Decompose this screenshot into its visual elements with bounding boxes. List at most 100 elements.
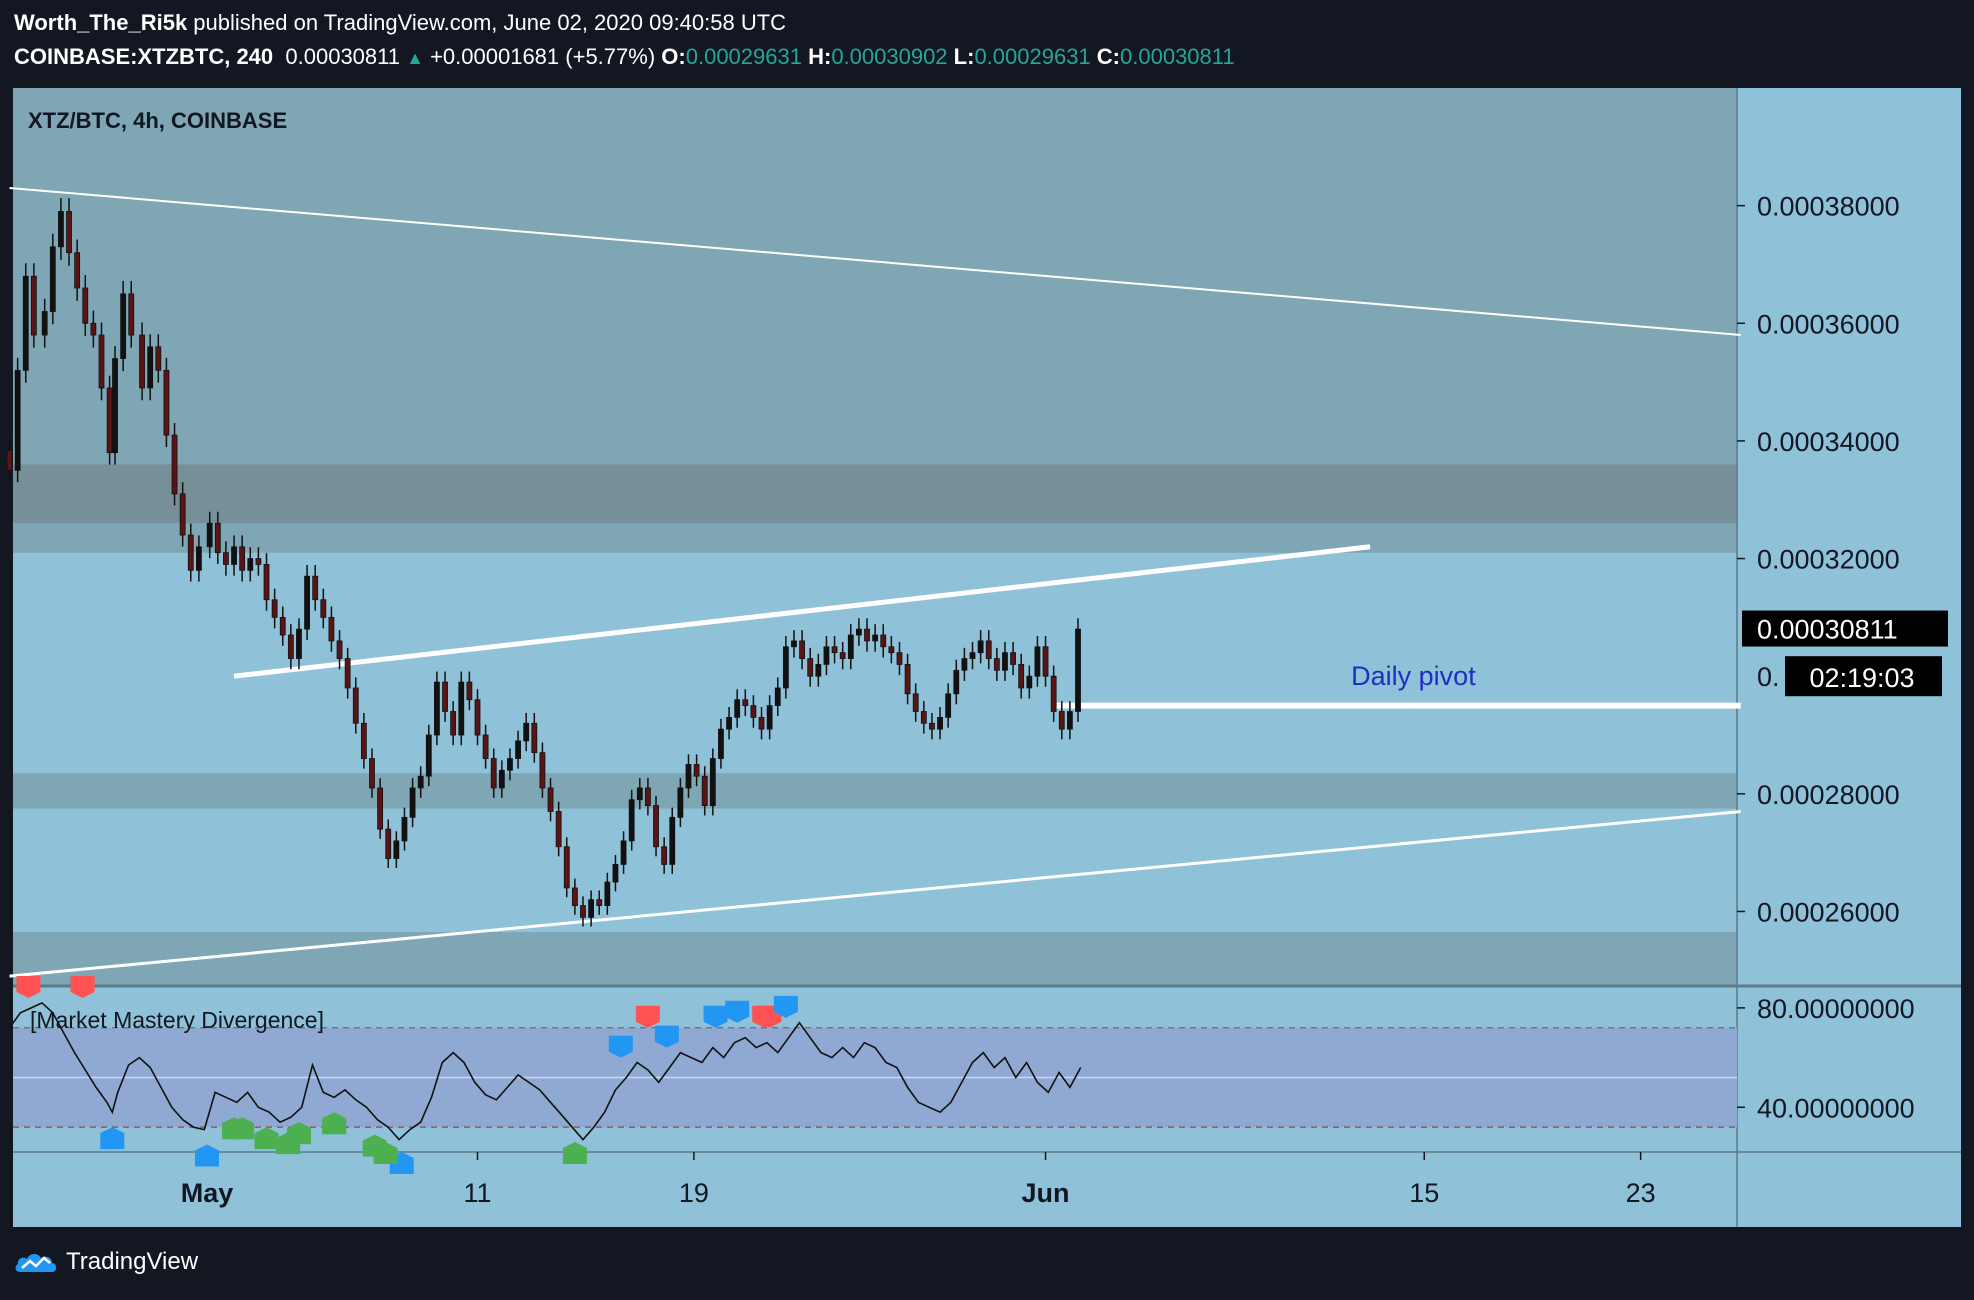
candle[interactable] (693, 754, 700, 787)
candle[interactable] (1002, 641, 1008, 681)
lower-channel-line[interactable] (9, 809, 1741, 978)
candle[interactable] (912, 683, 919, 722)
rising-wedge-top[interactable] (233, 544, 1371, 679)
candle[interactable] (163, 357, 170, 448)
candle[interactable] (953, 659, 960, 705)
candle[interactable] (709, 748, 716, 816)
candle[interactable] (482, 724, 489, 769)
tradingview-logo[interactable]: TradingView (14, 1248, 198, 1276)
candle[interactable] (547, 778, 554, 822)
candle[interactable] (571, 878, 578, 915)
candle[interactable] (206, 511, 213, 559)
candle[interactable] (498, 760, 505, 798)
candle[interactable] (417, 766, 424, 798)
candle[interactable] (450, 701, 457, 746)
candle[interactable] (14, 357, 21, 483)
candle[interactable] (1066, 701, 1073, 740)
candle[interactable] (336, 630, 343, 670)
candle[interactable] (490, 748, 497, 798)
indicator-line[interactable] (8, 1001, 1082, 1141)
candle[interactable] (187, 523, 194, 582)
candle[interactable] (74, 239, 81, 301)
candle[interactable] (6, 438, 13, 483)
candle[interactable] (90, 310, 97, 348)
candle[interactable] (856, 618, 862, 646)
candle[interactable] (66, 198, 72, 266)
candle[interactable] (750, 695, 757, 728)
candle[interactable] (563, 837, 570, 898)
candle[interactable] (147, 334, 154, 401)
candle[interactable] (774, 677, 781, 717)
candle[interactable] (112, 346, 118, 465)
candle[interactable] (106, 375, 113, 465)
candle[interactable] (588, 890, 595, 927)
candle[interactable] (645, 778, 651, 816)
candle[interactable] (937, 707, 943, 740)
candle[interactable] (312, 565, 319, 611)
candle[interactable] (896, 641, 903, 676)
candle[interactable] (888, 636, 895, 664)
candle[interactable] (969, 641, 976, 670)
candle[interactable] (49, 233, 56, 325)
candle[interactable] (993, 647, 1000, 681)
candle[interactable] (985, 630, 992, 670)
candle[interactable] (214, 511, 221, 565)
candle[interactable] (685, 754, 692, 798)
candle[interactable] (239, 535, 246, 582)
candle[interactable] (385, 819, 392, 869)
author-name[interactable]: Worth_The_Ri5k (14, 10, 188, 35)
candle[interactable] (442, 671, 448, 722)
candle[interactable] (98, 322, 105, 401)
candle[interactable] (815, 653, 822, 687)
candle[interactable] (360, 712, 367, 769)
candle[interactable] (22, 263, 29, 383)
candle[interactable] (661, 837, 668, 874)
candle[interactable] (742, 689, 749, 717)
candle[interactable] (839, 641, 846, 670)
candle[interactable] (945, 683, 952, 728)
candle[interactable] (139, 322, 145, 401)
candle[interactable] (41, 298, 48, 348)
candle[interactable] (1050, 665, 1057, 722)
candle[interactable] (458, 671, 465, 746)
candle[interactable] (628, 789, 635, 851)
candle[interactable] (393, 831, 400, 869)
candle[interactable] (171, 423, 178, 506)
candle[interactable] (677, 778, 684, 828)
candle[interactable] (734, 689, 741, 728)
candle[interactable] (726, 707, 732, 740)
upper-channel-line[interactable] (9, 186, 1741, 337)
candle[interactable] (872, 624, 879, 652)
candle[interactable] (531, 712, 538, 763)
candle[interactable] (271, 588, 278, 629)
candle[interactable] (30, 263, 37, 348)
candle[interactable] (1042, 636, 1049, 687)
candle[interactable] (120, 280, 127, 372)
candle[interactable] (758, 707, 765, 740)
candle[interactable] (320, 588, 327, 629)
candle[interactable] (474, 689, 481, 746)
candle[interactable] (1058, 701, 1065, 740)
candle[interactable] (304, 565, 310, 641)
candle[interactable] (377, 778, 384, 839)
candle[interactable] (287, 624, 294, 670)
candle[interactable] (929, 712, 935, 740)
candle[interactable] (466, 671, 473, 711)
candle[interactable] (1010, 641, 1016, 676)
candle[interactable] (434, 671, 440, 746)
candle[interactable] (369, 748, 375, 798)
candle[interactable] (1075, 618, 1081, 722)
candle[interactable] (807, 647, 814, 687)
candle[interactable] (401, 807, 408, 851)
candle[interactable] (296, 618, 302, 670)
candle[interactable] (231, 535, 237, 576)
candle[interactable] (555, 801, 562, 857)
candle[interactable] (791, 630, 797, 658)
candle[interactable] (612, 854, 619, 892)
candle[interactable] (409, 778, 416, 828)
candle[interactable] (904, 653, 911, 705)
candle[interactable] (701, 766, 708, 816)
candle[interactable] (179, 482, 186, 547)
candle[interactable] (1026, 665, 1033, 699)
